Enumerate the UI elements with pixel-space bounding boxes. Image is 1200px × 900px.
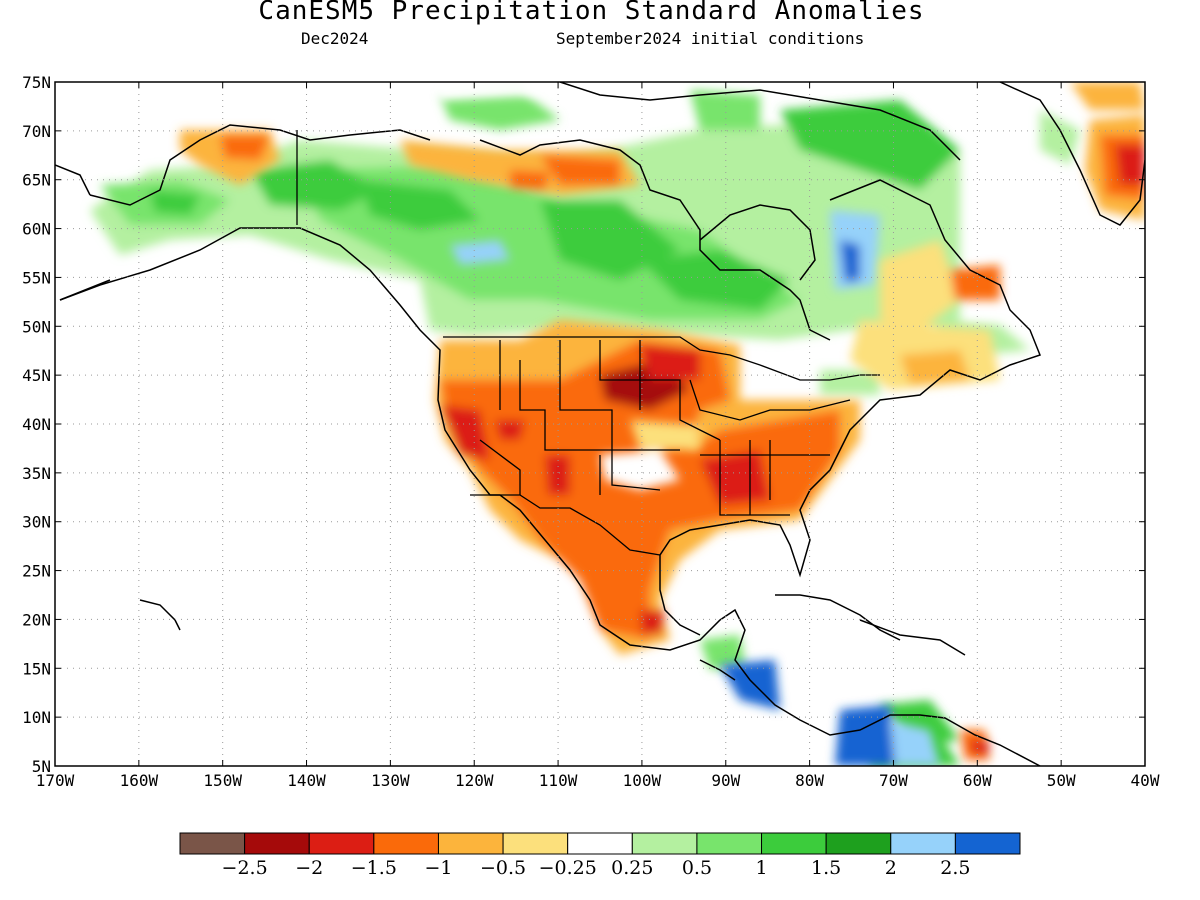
lon-tick-label: 140W	[287, 771, 326, 790]
lat-tick-label: 55N	[22, 268, 51, 287]
colorbar-swatch	[179, 832, 246, 855]
lat-tick-label: 30N	[22, 513, 51, 532]
colorbar-label: −0.25	[539, 857, 597, 879]
colorbar-label: 2	[885, 857, 897, 879]
lon-tick-label: 130W	[371, 771, 410, 790]
colorbar-label: −0.5	[480, 857, 526, 879]
colorbar-labels: −2.5 −2 −1.5 −1 −0.5 −0.25 0.25 0.5 1 1.5 2 2.5	[222, 857, 971, 879]
colorbar-swatch	[954, 832, 1021, 855]
anomaly-field	[55, 82, 1145, 766]
colorbar-swatch	[308, 832, 375, 855]
colorbar-swatch	[244, 832, 310, 855]
lon-tick-label: 110W	[539, 771, 578, 790]
lon-tick-label: 80W	[795, 771, 824, 790]
colorbar-swatch	[502, 832, 569, 855]
longitude-labels: 170W 160W 150W 140W 130W 120W 110W 100W 90W 80W 70…	[36, 771, 1160, 790]
lon-tick-label: 60W	[963, 771, 992, 790]
colorbar-label: 1	[755, 857, 767, 879]
grid-lines	[55, 82, 1145, 766]
lon-tick-label: 120W	[455, 771, 494, 790]
colorbar-label: −2.5	[222, 857, 268, 879]
latitude-labels: 75N 70N 65N 60N 55N 50N 45N 40N 35N 30N 25N 20N 15N 1…	[22, 73, 51, 776]
lat-tick-label: 40N	[22, 415, 51, 434]
lat-tick-label: 75N	[22, 73, 51, 92]
lon-tick-label: 150W	[203, 771, 242, 790]
colorbar-swatch	[631, 832, 698, 855]
lat-tick-label: 45N	[22, 366, 51, 385]
lat-tick-label: 70N	[22, 122, 51, 141]
political-boundaries	[296, 130, 880, 556]
colorbar-label: −2	[295, 857, 323, 879]
colorbar-label: 0.5	[682, 857, 712, 879]
lat-tick-label: 15N	[22, 659, 51, 678]
colorbar	[179, 832, 1021, 855]
colorbar-swatch	[567, 832, 633, 855]
lat-tick-label: 25N	[22, 562, 51, 581]
lon-tick-label: 70W	[879, 771, 908, 790]
lon-tick-label: 160W	[120, 771, 159, 790]
colorbar-swatch	[890, 832, 956, 855]
valid-month: Dec2024	[301, 29, 369, 48]
lon-tick-label: 90W	[711, 771, 740, 790]
colorbar-swatch	[761, 832, 827, 855]
lon-tick-label: 100W	[623, 771, 662, 790]
colorbar-label: 2.5	[940, 857, 970, 879]
lon-tick-label: 40W	[1131, 771, 1160, 790]
coastlines	[55, 82, 1145, 766]
lat-tick-label: 60N	[22, 220, 51, 239]
colorbar-swatch	[825, 832, 892, 855]
lat-tick-label: 50N	[22, 317, 51, 336]
colorbar-swatch	[373, 832, 439, 855]
colorbar-swatch	[437, 832, 504, 855]
chart-title: CanESM5 Precipitation Standard Anomalies	[258, 0, 925, 26]
colorbar-swatch	[696, 832, 763, 855]
initial-conditions: September2024 initial conditions	[556, 29, 865, 48]
colorbar-label: −1.5	[351, 857, 397, 879]
lat-tick-label: 35N	[22, 464, 51, 483]
tick-marks	[54, 81, 1146, 767]
lat-tick-label: 65N	[22, 171, 51, 190]
lat-tick-label: 10N	[22, 708, 51, 727]
lat-tick-label: 5N	[32, 757, 51, 776]
lat-tick-label: 20N	[22, 610, 51, 629]
colorbar-label: 0.25	[611, 857, 653, 879]
colorbar-label: 1.5	[811, 857, 841, 879]
lon-tick-label: 170W	[36, 771, 75, 790]
colorbar-label: −1	[424, 857, 452, 879]
lon-tick-label: 50W	[1047, 771, 1076, 790]
